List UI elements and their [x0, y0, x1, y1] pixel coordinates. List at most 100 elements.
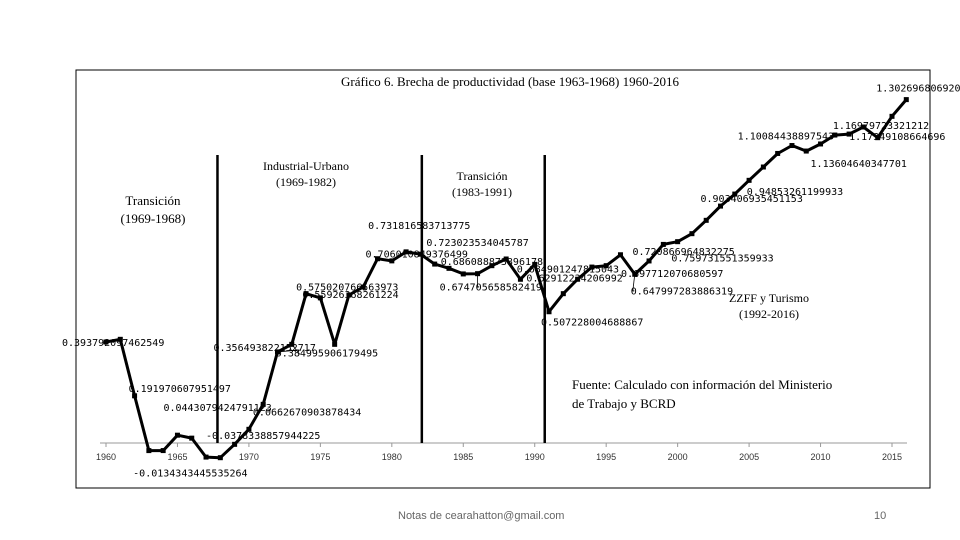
- data-label: 0.723023534045787: [426, 238, 528, 249]
- data-label: 0.0443079424791123: [163, 403, 271, 414]
- data-point: [432, 261, 438, 267]
- data-label: 1.16979723321212: [833, 121, 929, 132]
- annotation-line: (1969-1968): [121, 211, 186, 226]
- data-label: 0.384995906179495: [276, 348, 378, 359]
- data-label: 0.706010849376499: [366, 250, 468, 261]
- data-point: [274, 349, 280, 355]
- annotation-line: Transición: [457, 169, 508, 183]
- annotation-line: Fuente: Calculado con información del Mi…: [572, 377, 832, 392]
- data-label: 0.903406935451153: [701, 194, 803, 205]
- x-tick-label: 1995: [596, 452, 616, 462]
- data-point: [846, 131, 852, 137]
- footer-notes: Notas de cearahatton@gmail.com: [398, 510, 565, 522]
- x-tick-label: 2015: [882, 452, 902, 462]
- data-label: 0.393792097462549: [62, 338, 164, 349]
- data-point: [475, 271, 481, 277]
- data-label: 0.507228004688867: [541, 318, 643, 329]
- data-point: [303, 291, 309, 297]
- data-point: [317, 295, 323, 301]
- data-point: [403, 249, 409, 255]
- data-label: 0.684901247815043: [517, 264, 619, 275]
- data-label: 0.686088873896178: [441, 257, 543, 268]
- data-point: [832, 132, 838, 138]
- x-tick-label: 2000: [668, 452, 688, 462]
- data-point: [203, 454, 209, 460]
- data-point: [875, 135, 881, 141]
- data-point: [560, 291, 566, 297]
- data-point: [689, 231, 695, 237]
- data-point: [260, 401, 266, 407]
- annotation-line: Industrial-Urbano: [263, 159, 349, 173]
- data-point: [589, 264, 595, 270]
- annotation-line: Transición: [125, 193, 181, 208]
- data-point: [546, 309, 552, 315]
- data-label: 0.62912234206992: [526, 273, 622, 284]
- data-point: [632, 271, 638, 277]
- data-point: [617, 252, 623, 258]
- page-number: 10: [874, 510, 887, 522]
- data-label: 1.13604640347701: [811, 159, 907, 170]
- annotation-line: ZZFF y Turismo: [729, 291, 809, 305]
- data-point: [746, 177, 752, 183]
- data-point: [503, 256, 509, 262]
- data-point: [789, 143, 795, 149]
- data-point: [718, 203, 724, 209]
- data-label: 0.191970607951497: [129, 384, 231, 395]
- data-label: -0.0134343445535264: [133, 469, 247, 480]
- data-label: 1.30269680692024: [876, 84, 960, 95]
- annotation-line: (1983-1991): [452, 185, 512, 199]
- data-label: 0.697712070680597: [621, 269, 723, 280]
- data-label: 0.0662670903878434: [253, 407, 361, 418]
- data-point: [289, 341, 295, 347]
- x-tick-label: 2005: [739, 452, 759, 462]
- data-label: 0.356493822152717: [213, 343, 315, 354]
- x-tick-label: 1965: [167, 452, 187, 462]
- data-point: [775, 150, 781, 156]
- annotation-line: (1969-1982): [276, 175, 336, 189]
- data-label: 0.94853261199933: [747, 187, 843, 198]
- data-point: [889, 113, 895, 119]
- annotation-line: de Trabajo y BCRD: [572, 396, 676, 411]
- data-point: [532, 261, 538, 267]
- data-label: 1.17349108664696: [849, 132, 945, 143]
- data-point: [117, 336, 123, 342]
- annotation-zzff-turismo: ZZFF y Turismo (1992-2016): [729, 291, 809, 321]
- data-point: [660, 241, 666, 247]
- x-tick-label: 2010: [811, 452, 831, 462]
- data-point: [189, 435, 195, 441]
- data-label: 0.720866964832275: [632, 247, 734, 258]
- data-point: [160, 448, 166, 454]
- data-label: 1.10084438897543: [738, 131, 834, 142]
- data-point: [517, 276, 523, 282]
- x-tick-label: 1990: [525, 452, 545, 462]
- data-label: 0.759731551359933: [671, 253, 773, 264]
- data-point: [217, 455, 223, 461]
- data-point: [646, 258, 652, 264]
- label-leader: [632, 274, 636, 292]
- data-label: 0.731816583713775: [368, 221, 470, 232]
- data-point: [903, 97, 909, 103]
- x-tick-label: 1985: [453, 452, 473, 462]
- x-tick-label: 1970: [239, 452, 259, 462]
- data-point: [146, 448, 152, 454]
- data-point: [575, 276, 581, 282]
- data-label: 0.55926368261224: [302, 290, 398, 301]
- data-point: [103, 339, 109, 345]
- data-point: [489, 263, 495, 269]
- data-point: [346, 292, 352, 298]
- data-point: [818, 141, 824, 147]
- x-tick-label: 1960: [96, 452, 116, 462]
- data-point: [860, 124, 866, 130]
- data-label: 0.674705658582419: [440, 283, 542, 294]
- data-label: -0.0378338857944225: [206, 431, 320, 442]
- data-point: [360, 284, 366, 290]
- data-point: [417, 251, 423, 257]
- annotation-line: (1992-2016): [739, 307, 799, 321]
- data-point: [460, 271, 466, 277]
- data-label: 0.575020766563973: [296, 283, 398, 294]
- data-point: [703, 217, 709, 223]
- data-point: [603, 263, 609, 269]
- annotation-industrial-urbano: Industrial-Urbano (1969-1982): [263, 159, 349, 189]
- data-point: [375, 256, 381, 262]
